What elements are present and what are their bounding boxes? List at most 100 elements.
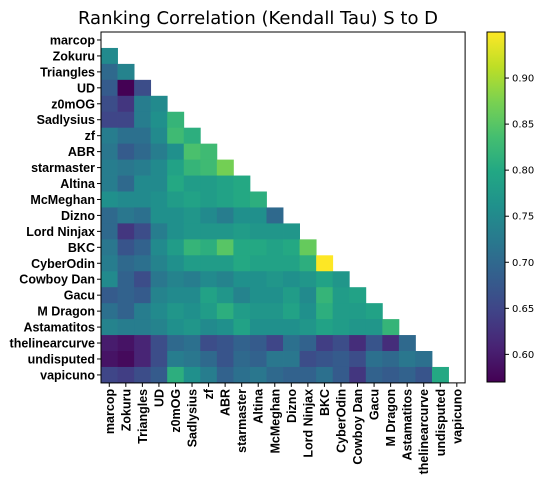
- heatmap-cell-20-11: [283, 351, 300, 368]
- heatmap-cell-14-6: [200, 255, 218, 272]
- colorbar-tick-label: 0.65: [512, 304, 534, 315]
- heatmap-cell-18-5: [183, 319, 201, 336]
- x-tick-label: vapicuno: [450, 389, 464, 444]
- heatmap-cell-13-5: [183, 239, 201, 256]
- heatmap-cell-11-0: [101, 207, 118, 224]
- heatmap-cell-14-4: [167, 255, 185, 272]
- heatmap-cell-21-2: [134, 366, 152, 384]
- heatmap-cell-12-0: [101, 223, 118, 240]
- heatmap-cell-16-0: [101, 287, 118, 304]
- heatmap-cell-20-17: [382, 351, 400, 368]
- heatmap-cell-9-7: [216, 175, 234, 192]
- y-tick-label: UD: [77, 81, 95, 95]
- heatmap-cell-16-5: [183, 287, 201, 304]
- heatmap-cell-11-5: [183, 207, 201, 224]
- heatmap-cell-16-12: [299, 287, 317, 304]
- colorbar-tick-label: 0.90: [512, 74, 534, 85]
- heatmap-cell-16-13: [316, 287, 334, 304]
- x-tick-label: McMeghan: [268, 389, 282, 454]
- heatmap-cell-20-16: [365, 351, 383, 368]
- heatmap-cell-10-3: [150, 191, 168, 208]
- heatmap-cell-17-4: [167, 303, 185, 320]
- heatmap-cell-21-10: [266, 366, 284, 384]
- heatmap-cell-16-15: [349, 287, 367, 304]
- y-tick-label: Zokuru: [53, 49, 95, 63]
- x-tick-label: zf: [202, 388, 216, 399]
- heatmap-cell-18-8: [233, 319, 251, 336]
- x-tick-label: undisputed: [434, 389, 448, 456]
- heatmap-cell-17-3: [150, 303, 168, 320]
- x-tick-label: Dizno: [285, 389, 299, 423]
- heatmap-cell-21-12: [299, 366, 317, 384]
- heatmap-cell-21-17: [382, 366, 400, 384]
- heatmap-cell-13-0: [101, 239, 118, 256]
- heatmap-cell-13-1: [117, 239, 135, 256]
- y-tick-label: Dizno: [61, 209, 95, 223]
- heatmap-cell-2-0: [101, 63, 118, 81]
- heatmap-cell-6-5: [183, 127, 201, 145]
- heatmap-cell-20-4: [167, 351, 185, 368]
- heatmap-cell-20-5: [183, 351, 201, 368]
- x-tick-label: z0mOG: [169, 389, 183, 433]
- heatmap-cell-21-18: [398, 366, 416, 384]
- y-tick-label: M Dragon: [37, 305, 95, 319]
- y-tick-label: CyberOdin: [31, 257, 95, 271]
- colorbar-tick-label: 0.60: [512, 350, 534, 361]
- heatmap-cell-21-20: [432, 366, 449, 384]
- heatmap-cell-9-4: [167, 175, 185, 192]
- y-tick-label: thelinearcurve: [10, 337, 96, 351]
- heatmap-cell-13-12: [299, 239, 317, 256]
- heatmap-cell-21-6: [200, 366, 218, 384]
- heatmap-cell-11-4: [167, 207, 185, 224]
- heatmap-cell-16-7: [216, 287, 234, 304]
- heatmap-cell-10-9: [249, 191, 267, 208]
- heatmap-cell-6-3: [150, 127, 168, 145]
- heatmap-cell-20-0: [101, 351, 118, 368]
- heatmap-cell-5-3: [150, 111, 168, 129]
- heatmap-cell-20-13: [316, 351, 334, 368]
- heatmap-cell-20-15: [349, 351, 367, 368]
- heatmap-cell-21-13: [316, 366, 334, 384]
- y-tick-label: zf: [85, 129, 96, 143]
- heatmap-cell-21-5: [183, 366, 201, 384]
- heatmap-cell-14-2: [134, 255, 152, 272]
- heatmap-cell-20-6: [200, 351, 218, 368]
- heatmap-cell-4-1: [117, 95, 135, 113]
- heatmap-cell-19-5: [183, 335, 201, 352]
- heatmap-cell-12-4: [167, 223, 185, 240]
- heatmap-cell-17-2: [134, 303, 152, 320]
- heatmap-cell-8-5: [183, 159, 201, 176]
- heatmap-cell-11-3: [150, 207, 168, 224]
- heatmap-cell-3-1: [117, 79, 135, 97]
- heatmap-cell-14-7: [216, 255, 234, 272]
- heatmap-cell-18-12: [299, 319, 317, 336]
- heatmap-cell-17-15: [349, 303, 367, 320]
- heatmap-cell-20-10: [266, 351, 284, 368]
- heatmap-cell-7-4: [167, 143, 185, 160]
- heatmap-cell-3-2: [134, 79, 152, 97]
- heatmap-cell-17-12: [299, 303, 317, 320]
- heatmap-cell-16-9: [249, 287, 267, 304]
- heatmap-cell-9-2: [134, 175, 152, 192]
- heatmap-cell-18-1: [117, 319, 135, 336]
- x-tick-label: starmaster: [235, 389, 249, 453]
- heatmap-cell-10-1: [117, 191, 135, 208]
- heatmap-cell-16-3: [150, 287, 168, 304]
- heatmap-cell-10-2: [134, 191, 152, 208]
- heatmap-cell-7-3: [150, 143, 168, 160]
- heatmap-cell-7-2: [134, 143, 152, 160]
- heatmap-cell-15-10: [266, 271, 284, 288]
- heatmap-cell-15-3: [150, 271, 168, 288]
- heatmap-cell-19-16: [365, 335, 383, 352]
- heatmap-cell-15-5: [183, 271, 201, 288]
- heatmap-cell-19-8: [233, 335, 251, 352]
- heatmap-cell-19-13: [316, 335, 334, 352]
- heatmap-cell-14-12: [299, 255, 317, 272]
- heatmap-cell-20-2: [134, 351, 152, 368]
- heatmap-cell-13-11: [283, 239, 300, 256]
- heatmap-cell-21-16: [365, 366, 383, 384]
- heatmap-cell-14-3: [150, 255, 168, 272]
- heatmap-cell-19-7: [216, 335, 234, 352]
- heatmap-cell-7-5: [183, 143, 201, 160]
- x-tick-label: ABR: [219, 389, 233, 416]
